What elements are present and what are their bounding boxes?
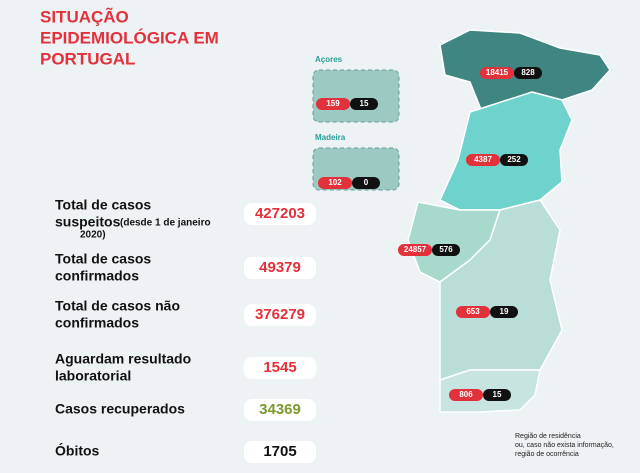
deaths-pill bbox=[500, 154, 528, 166]
value-pill bbox=[244, 203, 316, 225]
island-name: Madeira bbox=[315, 133, 346, 142]
cases-pill bbox=[449, 389, 483, 401]
title-line: EPIDEMIOLÓGICA EM bbox=[40, 28, 219, 47]
cases-pill bbox=[480, 67, 514, 79]
stat-label: Total de casos não bbox=[55, 298, 180, 314]
legend-note: região de ocorrência bbox=[515, 451, 579, 458]
deaths-pill bbox=[352, 177, 380, 189]
stat-label: Casos recuperados bbox=[55, 401, 185, 417]
deaths-pill bbox=[432, 244, 460, 256]
deaths-pill bbox=[483, 389, 511, 401]
stat-value: 49379 bbox=[259, 259, 301, 276]
title-line: SITUAÇÃO bbox=[40, 6, 129, 26]
island-name: Açores bbox=[315, 55, 343, 64]
legend-note: Região de residência bbox=[515, 433, 581, 440]
value-pill bbox=[244, 441, 316, 463]
cases-value: 653 bbox=[466, 307, 480, 316]
stat-label: Óbitos bbox=[55, 442, 100, 459]
cases-value: 4387 bbox=[474, 155, 492, 164]
stat-note: 2020) bbox=[80, 230, 106, 241]
deaths-value: 828 bbox=[521, 68, 535, 77]
stat-value: 34369 bbox=[259, 401, 301, 418]
stat-label: confirmados bbox=[55, 315, 139, 331]
stat-value: 1545 bbox=[263, 359, 296, 376]
cases-value: 806 bbox=[459, 390, 473, 399]
cases-value: 18415 bbox=[486, 68, 509, 77]
deaths-value: 576 bbox=[439, 245, 453, 254]
stat-label: Total de casos bbox=[55, 197, 151, 213]
title-line: PORTUGAL bbox=[40, 49, 135, 68]
cases-pill bbox=[318, 177, 352, 189]
deaths-value: 19 bbox=[500, 307, 509, 316]
cases-value: 24857 bbox=[404, 245, 427, 254]
deaths-pill bbox=[490, 306, 518, 318]
cases-pill bbox=[316, 98, 350, 110]
value-pill bbox=[244, 357, 316, 379]
value-pill bbox=[244, 257, 316, 279]
cases-value: 102 bbox=[328, 178, 342, 187]
cases-pill bbox=[398, 244, 432, 256]
deaths-value: 15 bbox=[360, 99, 369, 108]
stat-label: laboratorial bbox=[55, 368, 131, 384]
stat-note: (desde 1 de janeiro bbox=[120, 218, 211, 229]
cases-pill bbox=[456, 306, 490, 318]
stat-value: 376279 bbox=[255, 306, 305, 323]
value-pill bbox=[244, 304, 316, 326]
deaths-value: 252 bbox=[507, 155, 521, 164]
value-pill bbox=[244, 399, 316, 421]
deaths-pill bbox=[350, 98, 378, 110]
inset-acores bbox=[312, 69, 400, 123]
stat-value: 427203 bbox=[255, 205, 305, 222]
stat-value: 1705 bbox=[263, 443, 296, 460]
region-alentejo bbox=[439, 199, 563, 382]
deaths-value: 0 bbox=[364, 178, 369, 187]
cases-value: 159 bbox=[326, 99, 340, 108]
stat-label: confirmados bbox=[55, 268, 139, 284]
stat-label: Aguardam resultado bbox=[55, 351, 191, 367]
deaths-pill bbox=[514, 67, 542, 79]
legend-note: ou, caso não exista informação, bbox=[515, 442, 614, 449]
stat-label: Total de casos bbox=[55, 251, 151, 267]
stat-label: suspeitos bbox=[55, 214, 121, 230]
cases-pill bbox=[466, 154, 500, 166]
region-centro bbox=[439, 91, 573, 211]
deaths-value: 15 bbox=[493, 390, 502, 399]
